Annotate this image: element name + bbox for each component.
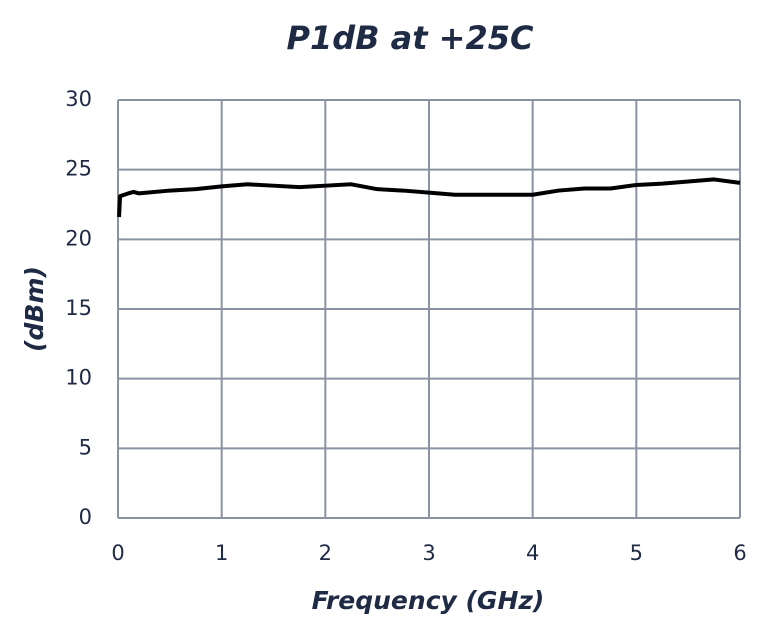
data-line	[117, 177, 741, 218]
x-tick-label: 6	[733, 541, 746, 565]
y-tick-label: 30	[65, 87, 92, 111]
y-tick-label: 15	[65, 296, 92, 320]
x-tick-label: 3	[422, 541, 435, 565]
x-tick-label: 5	[630, 541, 643, 565]
x-tick-label: 2	[319, 541, 332, 565]
chart-title: P1dB at +25C	[286, 19, 534, 57]
y-tick-label: 5	[79, 435, 92, 459]
x-axis-label: Frequency (GHz)	[312, 586, 545, 615]
y-tick-label: 25	[65, 157, 92, 181]
y-tick-label: 10	[65, 366, 92, 390]
y-tick-label: 0	[79, 505, 92, 529]
x-tick-label: 4	[526, 541, 539, 565]
x-tick-label: 1	[215, 541, 228, 565]
x-tick-label: 0	[111, 541, 124, 565]
y-tick-label: 20	[65, 226, 92, 250]
y-axis-label: (dBm)	[20, 266, 49, 352]
